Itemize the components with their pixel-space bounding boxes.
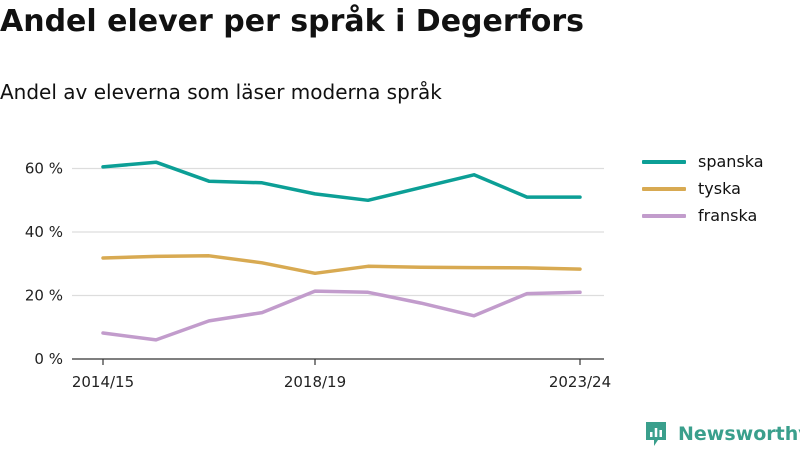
y-tick-label-40: 40 %: [25, 223, 63, 241]
y-tick-label-60: 60 %: [25, 160, 63, 178]
chart-title: Andel elever per språk i Degerfors: [0, 4, 584, 39]
legend-swatch-franska: [642, 213, 686, 218]
y-tick-label-20: 20 %: [25, 287, 63, 305]
chart-subtitle: Andel av eleverna som läser moderna språ…: [0, 80, 442, 104]
y-tick-label-0: 0 %: [34, 350, 63, 368]
brand-name: Newsworthy: [678, 423, 800, 445]
legend-item-franska: franska: [642, 202, 764, 229]
legend-label-spanska: spanska: [698, 152, 764, 171]
x-tick-label-2018/19: 2018/19: [284, 373, 346, 391]
legend-label-tyska: tyska: [698, 179, 741, 198]
legend-item-spanska: spanska: [642, 148, 764, 175]
bar-chart-logo-icon: [646, 422, 666, 446]
legend: spanska tyska franska: [642, 148, 764, 229]
legend-item-tyska: tyska: [642, 175, 764, 202]
legend-label-franska: franska: [698, 206, 758, 225]
series-line-tyska: [101, 254, 582, 276]
x-tick-label-2014/15: 2014/15: [72, 373, 134, 391]
series-line-spanska: [101, 160, 582, 203]
series-line-franska: [101, 289, 582, 342]
legend-swatch-tyska: [642, 186, 686, 191]
legend-swatch-spanska: [642, 159, 686, 164]
brand: Newsworthy: [644, 420, 800, 448]
x-tick-label-2023/24: 2023/24: [549, 373, 611, 391]
